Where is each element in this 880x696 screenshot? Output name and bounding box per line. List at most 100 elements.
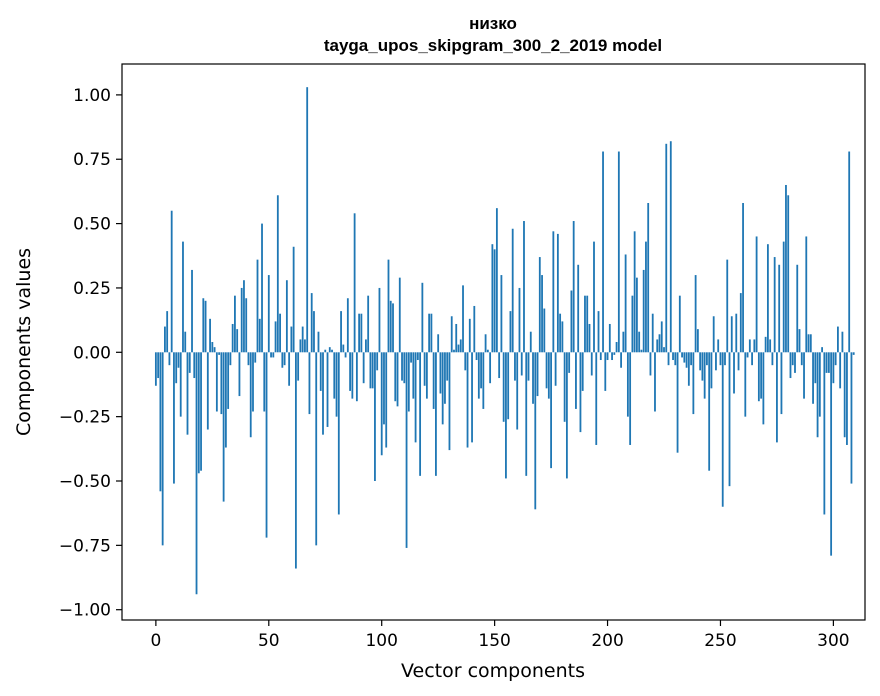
bar <box>588 323 591 353</box>
bar <box>791 352 794 366</box>
bar <box>613 352 616 355</box>
bar <box>764 336 767 353</box>
bar <box>247 352 250 366</box>
bar <box>238 352 241 397</box>
bar <box>681 352 683 358</box>
bar <box>502 352 505 422</box>
bar <box>518 287 521 353</box>
bar <box>769 339 772 353</box>
bar <box>453 349 455 353</box>
bar <box>676 352 679 453</box>
bar <box>179 352 182 417</box>
bar <box>213 347 216 353</box>
bar <box>789 352 792 379</box>
bar <box>200 352 202 471</box>
bar <box>649 352 652 376</box>
bar <box>387 259 390 353</box>
bar <box>245 298 248 353</box>
bar <box>484 334 487 353</box>
bar <box>778 264 781 353</box>
x-tick-label: 50 <box>258 631 280 651</box>
bar <box>579 352 582 433</box>
bar <box>656 339 659 353</box>
bar <box>215 352 218 412</box>
bar <box>173 352 175 484</box>
bar <box>624 254 627 353</box>
bar <box>236 329 239 353</box>
bar <box>812 352 814 404</box>
bar <box>848 151 851 353</box>
bar <box>523 221 525 353</box>
bar <box>385 352 388 448</box>
bar <box>161 352 164 546</box>
bar <box>430 313 433 353</box>
bar <box>211 342 214 353</box>
bar <box>620 352 622 368</box>
bar <box>590 352 593 376</box>
y-tick-label: 0.25 <box>73 279 111 299</box>
bar <box>283 352 286 366</box>
bar <box>423 352 426 386</box>
bar <box>809 334 812 353</box>
bar <box>486 349 489 353</box>
bar <box>663 347 665 353</box>
bar <box>261 223 263 353</box>
bar <box>414 352 417 443</box>
bar <box>378 287 381 353</box>
bar <box>252 352 254 412</box>
bar <box>803 352 805 399</box>
bar <box>392 303 394 353</box>
bar <box>685 352 688 368</box>
bar <box>825 352 828 373</box>
bar <box>762 352 765 425</box>
bar <box>331 349 333 353</box>
bar <box>265 352 268 538</box>
bar <box>599 352 602 361</box>
bar <box>626 352 629 417</box>
bar <box>326 352 329 427</box>
bar <box>401 352 403 381</box>
chart-title-line1: низко <box>469 14 517 33</box>
bar <box>748 339 751 353</box>
bar <box>349 352 351 391</box>
bar <box>667 352 670 366</box>
bar <box>462 285 464 353</box>
bar <box>690 352 693 366</box>
bar <box>270 352 272 358</box>
bar <box>493 249 496 353</box>
bar <box>755 236 758 353</box>
bar <box>435 352 437 476</box>
bar <box>532 352 534 404</box>
bar <box>369 352 372 389</box>
bar <box>645 241 647 353</box>
bar <box>358 313 361 353</box>
bar <box>561 321 564 353</box>
bar <box>168 352 171 366</box>
bar <box>274 321 277 353</box>
bar <box>475 352 478 361</box>
bar <box>231 323 234 353</box>
x-tick-label: 250 <box>704 631 736 651</box>
bar <box>480 352 482 389</box>
bar <box>317 331 320 353</box>
bar <box>672 352 674 361</box>
bar <box>477 352 480 399</box>
bar <box>191 269 193 353</box>
bar <box>640 349 643 353</box>
bar <box>527 352 530 381</box>
bar <box>563 352 566 422</box>
bar <box>380 352 383 456</box>
bar <box>739 293 742 353</box>
y-axis-label: Components values <box>13 248 35 436</box>
bar <box>841 331 844 353</box>
bar <box>785 184 787 353</box>
bar <box>757 352 760 402</box>
bar <box>604 352 607 391</box>
bar <box>721 352 724 507</box>
bar <box>547 352 550 399</box>
bar <box>489 352 492 384</box>
bar <box>660 321 663 353</box>
bar <box>651 313 654 353</box>
bar <box>184 331 187 353</box>
